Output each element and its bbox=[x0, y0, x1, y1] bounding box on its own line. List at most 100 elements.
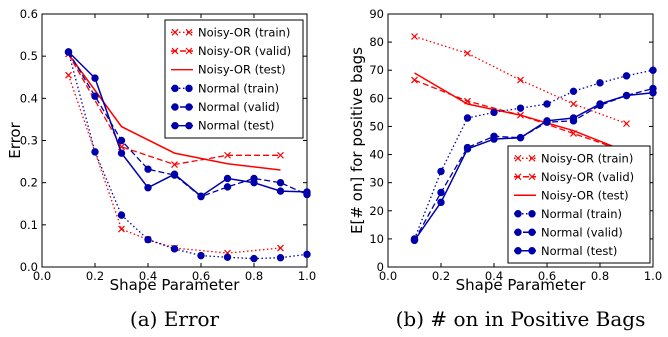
x-axis-ticks: 0.0 0.2 0.4 0.6 0.8 1.0 bbox=[379, 14, 662, 283]
panel-error: 0.0 0.2 0.4 0.6 0.8 1.0 0.0 0.1 0.2 0.3 0.4 0.5 0.6… bbox=[6, 7, 316, 331]
legend-box bbox=[507, 145, 651, 264]
data-point bbox=[250, 254, 258, 263]
data-point bbox=[464, 49, 471, 57]
legend-entry: Normal (valid) bbox=[514, 225, 623, 239]
data-point bbox=[223, 183, 232, 191]
data-point bbox=[303, 250, 311, 259]
data-point bbox=[276, 254, 285, 262]
x-tick-label: 0.2 bbox=[432, 269, 450, 283]
legend: Noisy-OR (train) Noisy-OR (valid) Noisy-OR… bbox=[507, 145, 651, 264]
data-point bbox=[437, 198, 445, 207]
y-tick-label: 0.3 bbox=[20, 134, 38, 148]
data-point bbox=[250, 178, 258, 187]
series-normal-test bbox=[410, 89, 657, 244]
data-point bbox=[463, 145, 472, 153]
legend-label: Noisy-OR (train) bbox=[541, 151, 633, 165]
legend-marker bbox=[514, 154, 522, 162]
legend-label: Noisy-OR (test) bbox=[198, 63, 286, 77]
x-tick-label: 0.8 bbox=[245, 269, 263, 283]
y-tick-label: 80 bbox=[369, 35, 384, 49]
legend-entry: Noisy-OR (train) bbox=[514, 151, 633, 165]
legend-marker bbox=[514, 173, 522, 181]
data-point bbox=[649, 66, 657, 74]
data-point bbox=[596, 100, 604, 108]
data-point bbox=[437, 188, 445, 197]
series-normal-test bbox=[64, 48, 311, 200]
legend: Noisy-OR (train) Noisy-OR (valid) Noisy-OR… bbox=[164, 19, 304, 139]
series-line bbox=[67, 51, 308, 198]
data-point bbox=[171, 161, 178, 168]
series-noisy-or-valid bbox=[65, 50, 284, 168]
legend-marker bbox=[171, 84, 179, 93]
data-point bbox=[224, 151, 231, 159]
data-point bbox=[144, 235, 152, 244]
legend-marker bbox=[185, 28, 193, 36]
x-tick-label: 0.6 bbox=[192, 269, 210, 283]
data-point bbox=[490, 135, 498, 143]
y-tick-label: 0.4 bbox=[20, 91, 38, 105]
data-point bbox=[117, 149, 126, 157]
data-point bbox=[490, 108, 498, 117]
legend-label: Noisy-OR (valid) bbox=[198, 44, 291, 58]
data-point bbox=[437, 167, 445, 176]
data-point bbox=[569, 114, 578, 122]
legend-marker bbox=[528, 173, 536, 181]
series-line bbox=[67, 51, 308, 198]
x-axis-ticks: 0.0 0.2 0.4 0.6 0.8 1.0 bbox=[33, 14, 316, 283]
legend-marker bbox=[185, 121, 193, 130]
legend-entry: Noisy-OR (valid) bbox=[514, 170, 634, 184]
x-axis-label: Shape Parameter bbox=[110, 276, 241, 294]
data-point bbox=[118, 225, 125, 233]
x-tick-label: 0.0 bbox=[33, 269, 51, 283]
data-point bbox=[649, 89, 657, 97]
data-point bbox=[277, 151, 284, 159]
legend-marker bbox=[171, 121, 179, 130]
data-point bbox=[543, 100, 551, 108]
data-point bbox=[276, 178, 285, 187]
data-point bbox=[91, 92, 99, 100]
series-layer bbox=[410, 33, 657, 244]
y-tick-label: 40 bbox=[369, 148, 384, 162]
y-tick-label: 10 bbox=[369, 232, 384, 246]
data-point bbox=[516, 104, 525, 112]
data-point bbox=[91, 74, 99, 82]
data-point bbox=[569, 87, 578, 96]
data-point bbox=[276, 187, 285, 195]
legend-entry: Noisy-OR (test) bbox=[171, 63, 286, 77]
legend-marker bbox=[514, 210, 522, 218]
data-point bbox=[517, 76, 524, 84]
data-point bbox=[411, 33, 418, 40]
series-line bbox=[414, 35, 627, 125]
y-axis-ticks: 0 10 20 30 40 50 60 70 80 90 bbox=[369, 7, 653, 274]
x-axis-label: Shape Parameter bbox=[456, 276, 587, 294]
legend-label: Noisy-OR (train) bbox=[198, 25, 290, 39]
legend-entry: Normal (test) bbox=[514, 244, 617, 258]
y-tick-label: 0.0 bbox=[20, 260, 38, 274]
data-point bbox=[223, 253, 232, 262]
data-point bbox=[170, 170, 179, 178]
legend-marker bbox=[171, 103, 179, 111]
data-point bbox=[197, 251, 205, 260]
series-line bbox=[413, 91, 654, 241]
x-tick-label: 0.4 bbox=[139, 269, 157, 283]
data-point bbox=[303, 188, 311, 196]
data-point bbox=[144, 165, 152, 173]
legend-marker bbox=[514, 247, 522, 255]
legend-marker bbox=[528, 210, 536, 218]
legend-marker bbox=[528, 154, 536, 162]
legend-entry: Normal (test) bbox=[171, 119, 274, 133]
legend-label: Normal (train) bbox=[541, 207, 622, 221]
data-point bbox=[622, 72, 631, 80]
y-axis-label: Error bbox=[6, 121, 24, 158]
series-line bbox=[414, 72, 627, 153]
legend-box bbox=[164, 19, 304, 139]
legend-label: Noisy-OR (test) bbox=[541, 188, 629, 202]
y-tick-label: 0.6 bbox=[20, 7, 38, 21]
series-line bbox=[67, 74, 281, 254]
legend-marker bbox=[185, 84, 193, 93]
panel-positive-bags: 0.0 0.2 0.4 0.6 0.8 1.0 0 10 20 30 40 50 60 70 80 90 N… bbox=[348, 7, 662, 331]
legend-marker bbox=[171, 28, 179, 36]
y-tick-label: 90 bbox=[369, 7, 384, 21]
legend-marker bbox=[514, 228, 522, 236]
